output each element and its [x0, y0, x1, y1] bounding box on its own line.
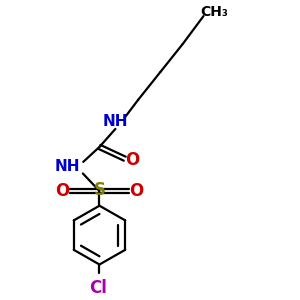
Text: S: S — [94, 181, 106, 199]
Text: O: O — [55, 182, 69, 200]
Text: Cl: Cl — [89, 279, 107, 297]
Text: NH: NH — [55, 158, 80, 173]
Text: O: O — [130, 182, 144, 200]
Text: NH: NH — [102, 114, 128, 129]
Text: O: O — [125, 151, 139, 169]
Text: CH₃: CH₃ — [200, 5, 228, 19]
